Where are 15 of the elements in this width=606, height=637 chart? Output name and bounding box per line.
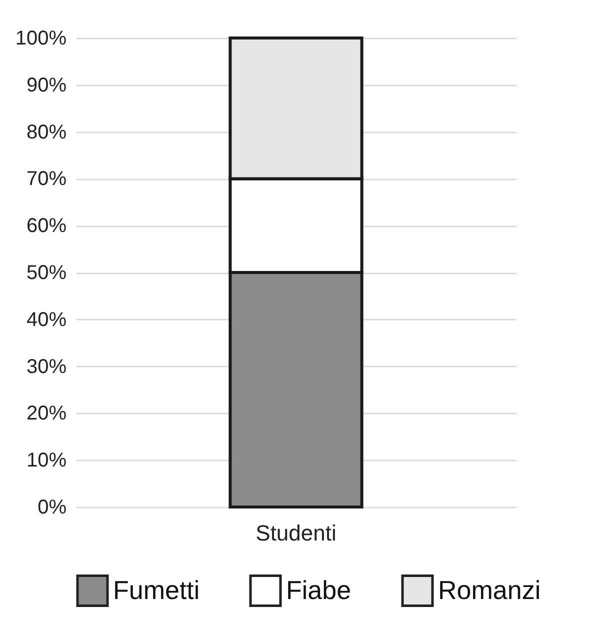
legend-label: Fiabe xyxy=(286,574,352,605)
y-tick-label: 0% xyxy=(38,496,67,518)
legend-label: Fumetti xyxy=(113,574,200,605)
legend-label: Romanzi xyxy=(438,574,541,605)
y-tick-label: 10% xyxy=(26,450,67,472)
y-tick-label: 100% xyxy=(15,28,67,50)
y-tick-label: 70% xyxy=(26,168,67,190)
y-tick-label: 20% xyxy=(26,402,67,425)
y-tick-label: 60% xyxy=(26,215,67,238)
x-tick-label: Studenti xyxy=(256,520,336,546)
y-tick-label: 50% xyxy=(26,262,67,284)
y-tick-label: 40% xyxy=(26,308,67,331)
y-tick-label: 80% xyxy=(26,121,67,144)
y-tick-label: 30% xyxy=(26,356,67,378)
y-tick-label: 90% xyxy=(26,74,67,96)
